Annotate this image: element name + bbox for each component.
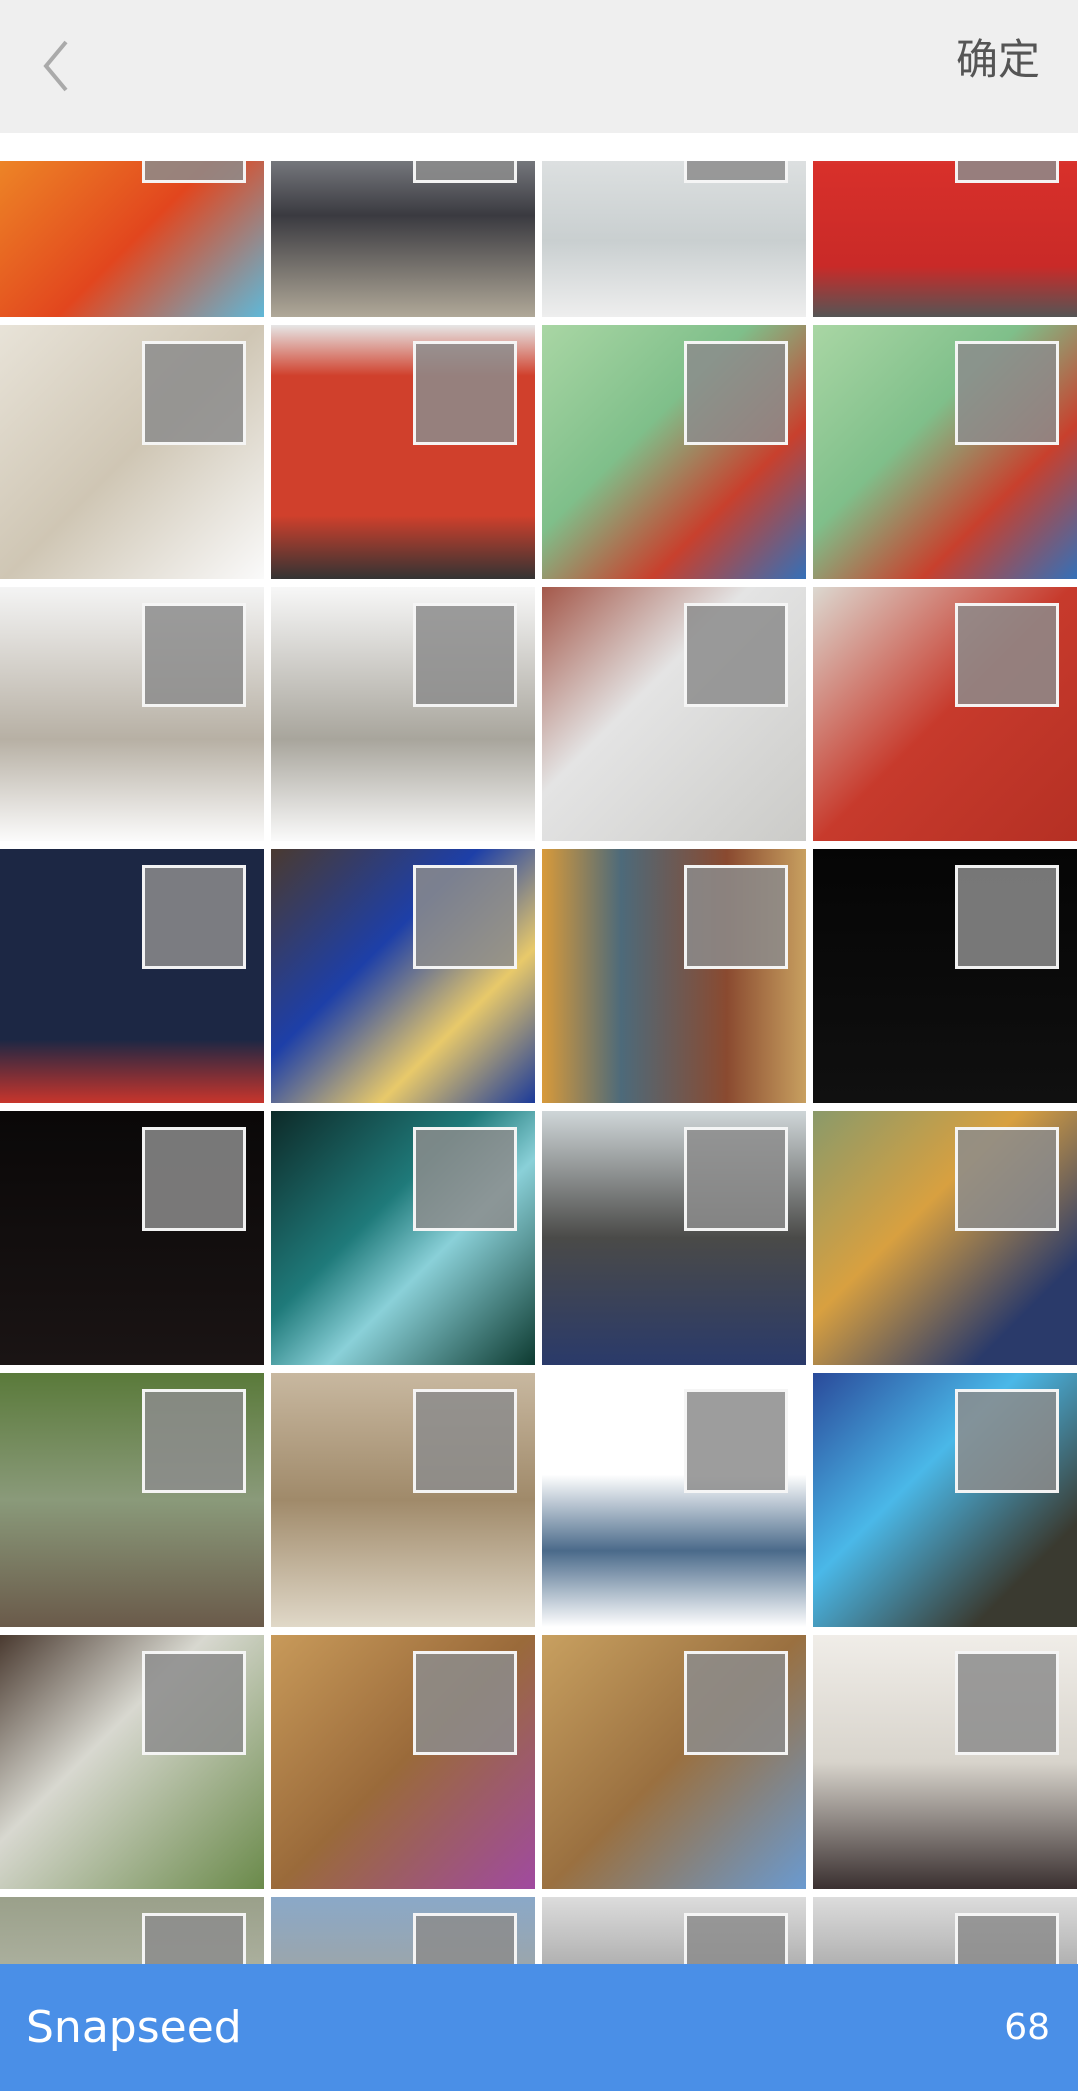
photo-thumbnail[interactable]	[0, 1373, 264, 1627]
select-checkbox[interactable]	[684, 1127, 788, 1231]
photo-thumbnail[interactable]	[271, 1373, 535, 1627]
photo-thumbnail[interactable]	[271, 1897, 535, 1964]
photo-thumbnail[interactable]	[813, 849, 1077, 1103]
select-checkbox[interactable]	[955, 603, 1059, 707]
select-checkbox[interactable]	[413, 1913, 517, 1964]
select-checkbox[interactable]	[955, 1913, 1059, 1964]
select-checkbox[interactable]	[413, 1651, 517, 1755]
photo-thumbnail[interactable]	[0, 1897, 264, 1964]
photo-thumbnail[interactable]	[813, 1111, 1077, 1365]
select-checkbox[interactable]	[955, 1127, 1059, 1231]
confirm-button[interactable]: 确定	[955, 35, 1040, 84]
photo-thumbnail[interactable]	[271, 587, 535, 841]
select-checkbox[interactable]	[684, 1389, 788, 1493]
photo-thumbnail[interactable]	[271, 161, 535, 317]
select-checkbox[interactable]	[413, 603, 517, 707]
photo-thumbnail[interactable]	[542, 1635, 806, 1889]
photo-thumbnail[interactable]	[813, 161, 1077, 317]
photo-thumbnail[interactable]	[542, 325, 806, 579]
back-button[interactable]	[38, 36, 78, 96]
select-checkbox[interactable]	[142, 603, 246, 707]
photo-thumbnail[interactable]	[542, 161, 806, 317]
select-checkbox[interactable]	[142, 1127, 246, 1231]
photo-thumbnail[interactable]	[813, 1897, 1077, 1964]
select-checkbox[interactable]	[684, 1913, 788, 1964]
photo-grid	[0, 161, 1078, 1964]
photo-thumbnail[interactable]	[542, 1897, 806, 1964]
select-checkbox[interactable]	[413, 865, 517, 969]
photo-thumbnail[interactable]	[271, 1111, 535, 1365]
photo-thumbnail[interactable]	[0, 325, 264, 579]
select-checkbox[interactable]	[142, 1389, 246, 1493]
photo-count: 68	[1004, 2007, 1050, 2048]
select-checkbox[interactable]	[684, 1651, 788, 1755]
photo-thumbnail[interactable]	[542, 1111, 806, 1365]
photo-thumbnail[interactable]	[0, 587, 264, 841]
photo-thumbnail[interactable]	[542, 587, 806, 841]
album-name[interactable]: Snapseed	[26, 2002, 242, 2053]
header: 确定	[0, 0, 1078, 133]
select-checkbox[interactable]	[413, 1389, 517, 1493]
photo-thumbnail[interactable]	[0, 1635, 264, 1889]
select-checkbox[interactable]	[142, 865, 246, 969]
select-checkbox[interactable]	[684, 603, 788, 707]
photo-thumbnail[interactable]	[813, 1373, 1077, 1627]
photo-thumbnail[interactable]	[0, 1111, 264, 1365]
select-checkbox[interactable]	[142, 1651, 246, 1755]
photo-thumbnail[interactable]	[271, 325, 535, 579]
select-checkbox[interactable]	[142, 161, 246, 183]
photo-thumbnail[interactable]	[813, 325, 1077, 579]
select-checkbox[interactable]	[684, 865, 788, 969]
select-checkbox[interactable]	[413, 1127, 517, 1231]
photo-thumbnail[interactable]	[271, 849, 535, 1103]
select-checkbox[interactable]	[413, 161, 517, 183]
photo-thumbnail[interactable]	[0, 161, 264, 317]
select-checkbox[interactable]	[955, 161, 1059, 183]
select-checkbox[interactable]	[684, 341, 788, 445]
select-checkbox[interactable]	[684, 161, 788, 183]
select-checkbox[interactable]	[955, 1389, 1059, 1493]
photo-thumbnail[interactable]	[0, 849, 264, 1103]
photo-thumbnail[interactable]	[813, 1635, 1077, 1889]
select-checkbox[interactable]	[413, 341, 517, 445]
select-checkbox[interactable]	[955, 341, 1059, 445]
photo-thumbnail[interactable]	[542, 849, 806, 1103]
photo-thumbnail[interactable]	[542, 1373, 806, 1627]
select-checkbox[interactable]	[955, 865, 1059, 969]
select-checkbox[interactable]	[955, 1651, 1059, 1755]
select-checkbox[interactable]	[142, 1913, 246, 1964]
select-checkbox[interactable]	[142, 341, 246, 445]
photo-thumbnail[interactable]	[271, 1635, 535, 1889]
footer: Snapseed 68	[0, 1964, 1078, 2091]
photo-thumbnail[interactable]	[813, 587, 1077, 841]
